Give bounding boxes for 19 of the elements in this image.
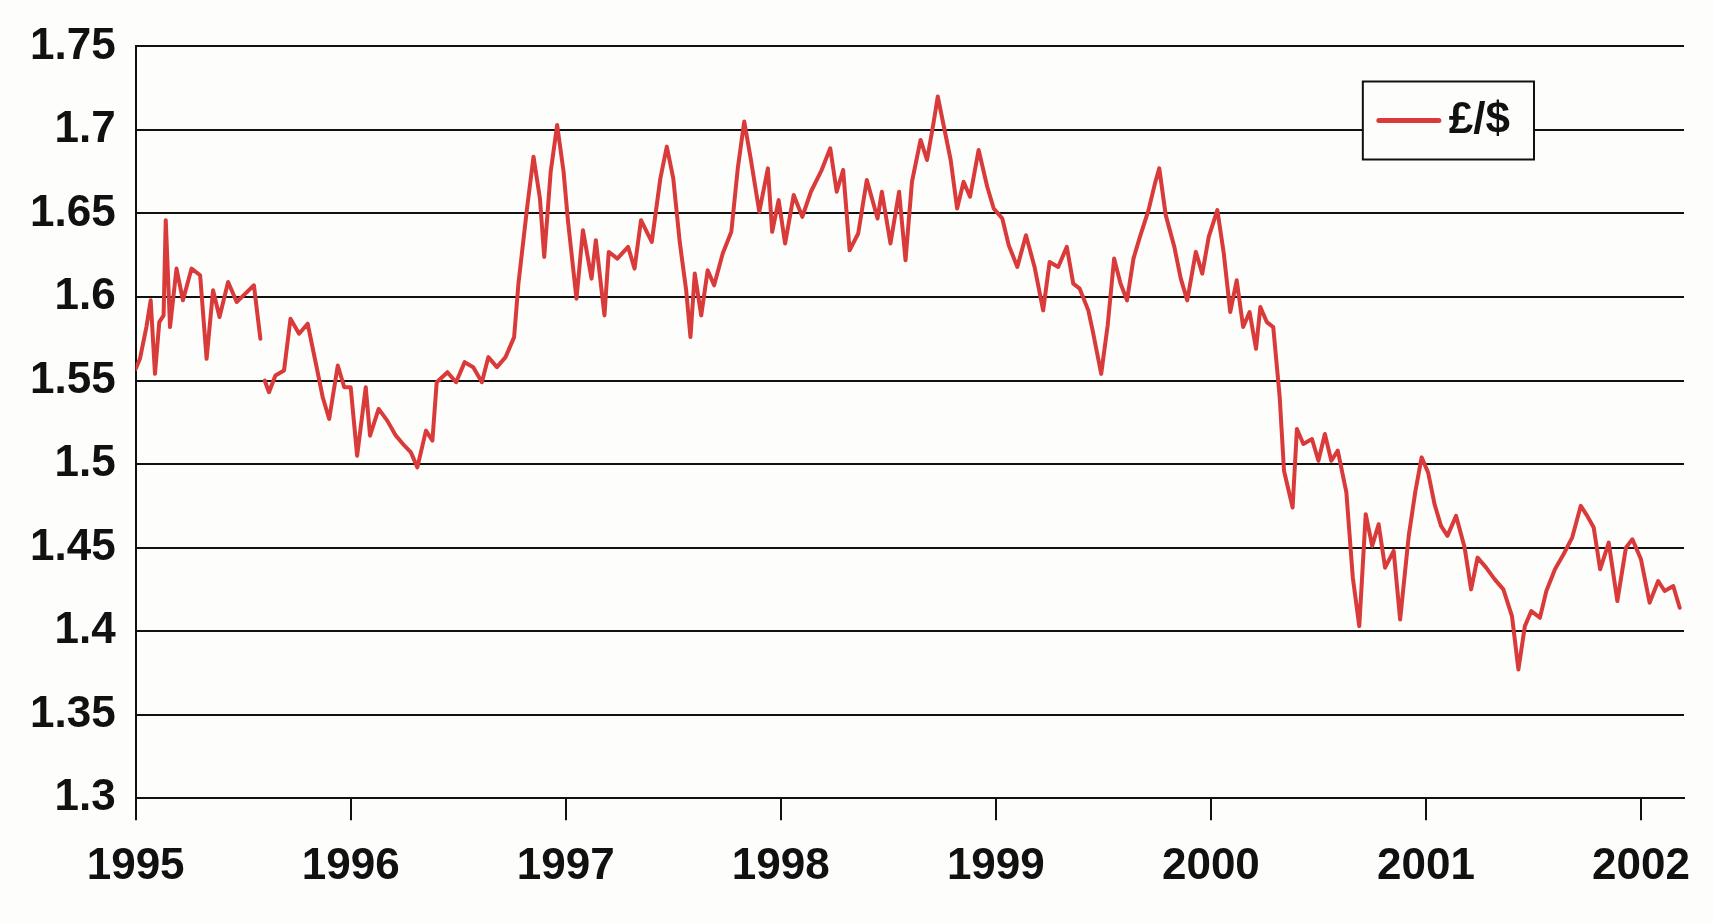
y-tick-label: 1.75	[30, 18, 116, 68]
x-tick-label: 1999	[946, 838, 1045, 888]
x-tick-label: 1998	[731, 838, 830, 888]
x-tick-label: 2000	[1161, 838, 1260, 888]
x-tick-label: 1996	[301, 838, 400, 888]
x-tick-label: 1997	[516, 838, 615, 888]
x-tick-label: 1995	[86, 838, 185, 888]
x-tick-label: 2001	[1376, 838, 1475, 888]
y-tick-label: 1.4	[54, 603, 117, 653]
y-tick-label: 1.45	[30, 519, 116, 569]
y-tick-label: 1.55	[30, 352, 116, 402]
y-tick-label: 1.35	[30, 686, 116, 736]
y-tick-label: 1.7	[54, 102, 116, 152]
y-tick-label: 1.5	[54, 436, 116, 486]
y-tick-label: 1.6	[54, 269, 116, 319]
legend-label: £/$	[1448, 92, 1511, 142]
x-tick-label: 2002	[1592, 838, 1690, 888]
y-tick-label: 1.65	[30, 185, 116, 235]
y-tick-label: 1.3	[54, 770, 116, 820]
